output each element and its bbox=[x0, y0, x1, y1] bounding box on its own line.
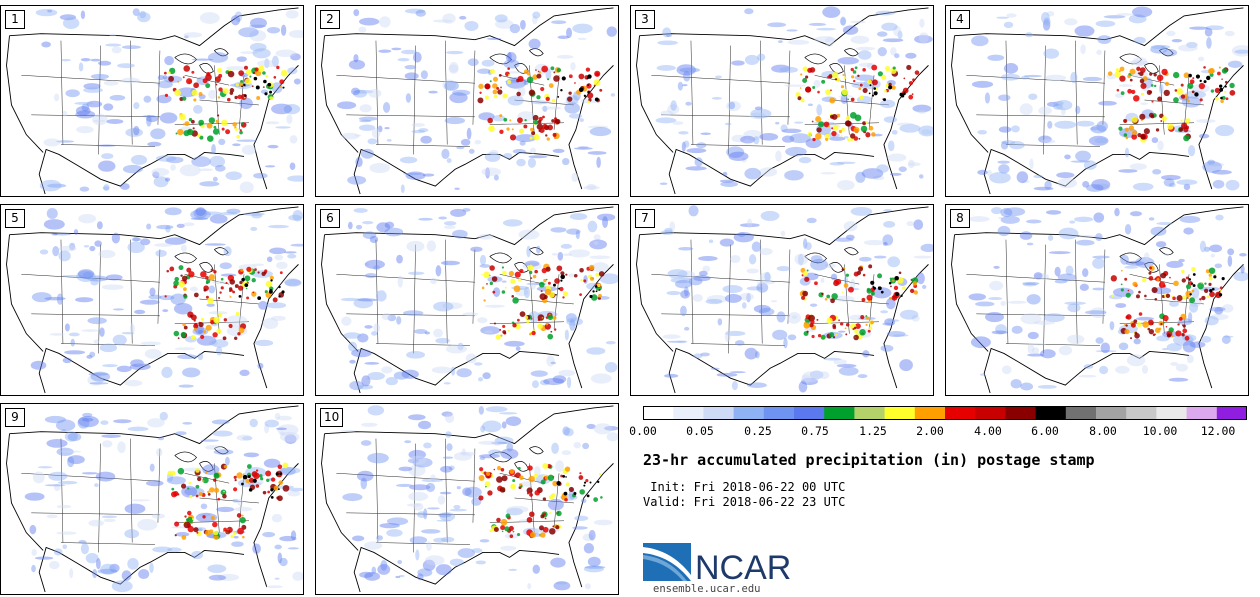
member-label: 4 bbox=[950, 10, 970, 29]
colorbar-swatch bbox=[1035, 406, 1067, 420]
member-panel: 10 bbox=[315, 403, 619, 595]
precipitation-map bbox=[636, 6, 933, 195]
member-label: 6 bbox=[320, 209, 340, 228]
colorbar-tick-label: 4.00 bbox=[974, 424, 1002, 438]
colorbar-swatch bbox=[1156, 406, 1188, 420]
colorbar-swatch bbox=[975, 406, 1006, 420]
colorbar-tick-label: 8.00 bbox=[1089, 424, 1117, 438]
precipitation-map bbox=[6, 405, 303, 593]
member-label: 10 bbox=[320, 408, 344, 427]
colorbar-swatch bbox=[1126, 406, 1157, 420]
colorbar-swatch bbox=[794, 406, 825, 420]
precipitation-map bbox=[6, 206, 303, 394]
ncar-logo-text: NCAR bbox=[695, 549, 791, 583]
member-label: 7 bbox=[635, 209, 655, 228]
colorbar bbox=[643, 406, 1247, 420]
member-panel: 8 bbox=[945, 204, 1249, 396]
colorbar-tick-label: 2.00 bbox=[916, 424, 944, 438]
colorbar-swatch bbox=[1065, 406, 1097, 420]
colorbar-swatch bbox=[914, 406, 946, 420]
ncar-logo-swoosh bbox=[643, 547, 691, 581]
member-label: 2 bbox=[320, 10, 340, 29]
colorbar-swatch bbox=[643, 406, 674, 420]
member-label: 5 bbox=[5, 209, 25, 228]
colorbar-swatch bbox=[945, 406, 976, 420]
member-panel: 4 bbox=[945, 5, 1249, 197]
precipitation-map bbox=[321, 7, 618, 195]
colorbar-swatch bbox=[703, 406, 735, 420]
valid-time: Valid: Fri 2018-06-22 23 UTC bbox=[643, 495, 846, 509]
member-label: 1 bbox=[5, 10, 25, 29]
colorbar-swatch bbox=[854, 406, 886, 420]
site-url: ensemble.ucar.edu bbox=[653, 583, 761, 595]
colorbar-tick-label: 0.75 bbox=[801, 424, 829, 438]
member-label: 8 bbox=[950, 209, 970, 228]
member-panel: 9 bbox=[0, 403, 304, 595]
member-label: 9 bbox=[5, 408, 25, 427]
colorbar-swatch bbox=[1216, 406, 1247, 420]
init-time: Init: Fri 2018-06-22 00 UTC bbox=[643, 480, 846, 494]
precipitation-map bbox=[321, 206, 618, 394]
colorbar-swatch bbox=[673, 406, 704, 420]
colorbar-swatch bbox=[763, 406, 795, 420]
colorbar-tick-label: 0.25 bbox=[744, 424, 772, 438]
colorbar-swatch bbox=[1005, 406, 1037, 420]
member-panel: 3 bbox=[630, 5, 934, 197]
precipitation-map bbox=[636, 205, 933, 394]
member-panel: 1 bbox=[0, 5, 304, 197]
precipitation-map bbox=[951, 206, 1248, 394]
colorbar-tick-label: 12.00 bbox=[1200, 424, 1236, 438]
colorbar-swatch bbox=[884, 406, 916, 420]
colorbar-tick-label: 0.05 bbox=[686, 424, 714, 438]
precipitation-map bbox=[951, 6, 1248, 195]
precipitation-map bbox=[6, 7, 303, 195]
colorbar-tick-label: 10.00 bbox=[1142, 424, 1178, 438]
colorbar-swatch bbox=[1186, 406, 1218, 420]
colorbar-swatch bbox=[1096, 406, 1127, 420]
colorbar-tick-label: 0.00 bbox=[629, 424, 657, 438]
colorbar-swatch bbox=[824, 406, 855, 420]
member-panel: 6 bbox=[315, 204, 619, 396]
precipitation-map bbox=[321, 405, 618, 593]
colorbar-swatch bbox=[733, 406, 765, 420]
member-panel: 5 bbox=[0, 204, 304, 396]
ncar-logo: NCAR bbox=[643, 543, 791, 583]
member-panel: 2 bbox=[315, 5, 619, 197]
colorbar-tick-label: 6.00 bbox=[1031, 424, 1059, 438]
member-label: 3 bbox=[635, 10, 655, 29]
product-title: 23-hr accumulated precipitation (in) pos… bbox=[643, 451, 1095, 469]
member-panel: 7 bbox=[630, 204, 934, 396]
colorbar-tick-label: 1.25 bbox=[859, 424, 887, 438]
